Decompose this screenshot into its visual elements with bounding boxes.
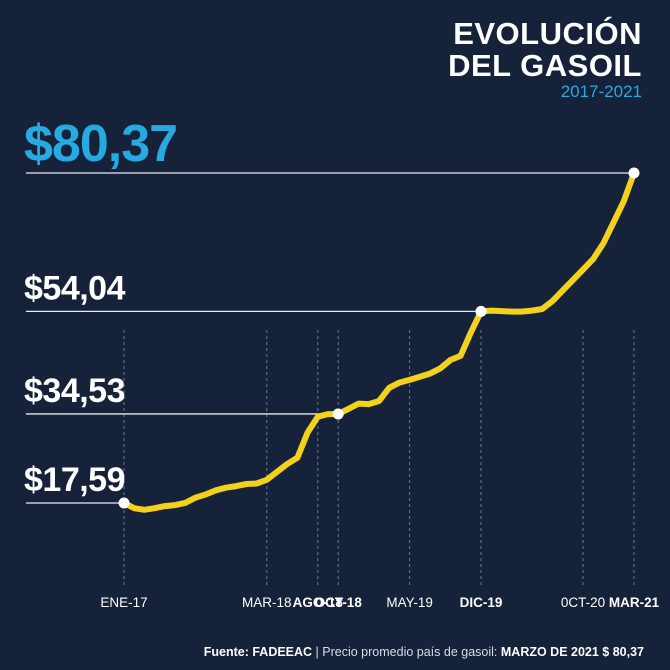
data-point bbox=[332, 408, 344, 420]
chart-subtitle: 2017-2021 bbox=[560, 82, 642, 101]
value-label: $17,59 bbox=[24, 461, 125, 499]
x-tick-label: MAY-19 bbox=[386, 595, 433, 610]
price-series-line bbox=[121, 170, 637, 513]
footer-highlight: MARZO DE 2021 $ 80,37 bbox=[500, 645, 644, 659]
value-label: $54,04 bbox=[24, 269, 126, 307]
x-tick-label: MAR-21 bbox=[609, 595, 660, 610]
x-tick-label: AGO-18 bbox=[293, 595, 344, 610]
x-tick-label: DIC-19 bbox=[460, 595, 503, 610]
x-tick-label: 0CT-20 bbox=[561, 595, 605, 610]
data-point bbox=[628, 167, 640, 179]
footer-source-name: FADEEAC bbox=[252, 645, 313, 659]
data-point bbox=[118, 497, 130, 509]
footer-source-label: Fuente: bbox=[203, 645, 249, 659]
chart-title: EVOLUCIÓN DEL GASOIL bbox=[448, 18, 642, 82]
value-label: $80,37 bbox=[24, 115, 177, 173]
footer-description: Precio promedio país de gasoil: bbox=[322, 645, 498, 659]
x-tick-label: ENE-17 bbox=[100, 595, 147, 610]
footer-source: Fuente: FADEEAC | Precio promedio país d… bbox=[204, 645, 644, 659]
footer-separator: | bbox=[312, 645, 323, 659]
title-line-2: DEL GASOIL bbox=[448, 48, 642, 83]
x-tick-label: OCT-18 bbox=[315, 595, 363, 610]
title-line-1: EVOLUCIÓN bbox=[453, 16, 642, 51]
x-tick-label: MAR-18 bbox=[242, 595, 292, 610]
value-label: $34,53 bbox=[24, 372, 125, 410]
data-point bbox=[475, 305, 487, 317]
